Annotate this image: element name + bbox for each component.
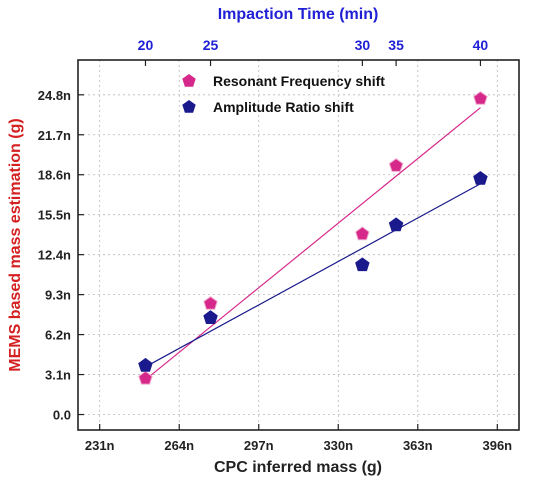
y-tick-label: 9.3n xyxy=(45,288,71,303)
legend-label-amplitude: Amplitude Ratio shift xyxy=(213,99,354,115)
y-tick-label: 3.1n xyxy=(45,368,71,383)
point-amplitude xyxy=(473,170,488,185)
y-axis: 0.0 3.1n 6.2n 9.3n 12.4n 15.5n 18.6n 21.7n 24.8n xyxy=(38,88,84,423)
y-tick-label: 21.7n xyxy=(38,128,71,143)
y-tick-label: 12.4n xyxy=(38,248,71,263)
point-resonant xyxy=(388,158,404,172)
x-tick-label: 297n xyxy=(244,438,274,453)
y-tick-label: 18.6n xyxy=(38,168,71,183)
point-resonant xyxy=(473,91,488,105)
point-resonant xyxy=(138,370,153,385)
y-tick-label: 15.5n xyxy=(38,208,71,223)
x-tick-label: 396n xyxy=(482,438,512,453)
top-tick-label: 35 xyxy=(388,37,404,53)
top-tick-label: 40 xyxy=(473,37,489,53)
x-axis: 231n 264n 297n 330n 363n 396n xyxy=(85,424,512,453)
plot-frame xyxy=(77,59,520,431)
point-amplitude xyxy=(388,217,404,232)
x-tick-label: 264n xyxy=(164,438,194,453)
y-axis-title: MEMS based mass estimation (g) xyxy=(7,118,24,371)
data-markers xyxy=(138,91,488,385)
point-amplitude xyxy=(138,357,153,372)
x-tick-label: 231n xyxy=(85,438,115,453)
point-amplitude xyxy=(355,257,370,272)
y-tick-label: 0.0 xyxy=(53,408,71,423)
point-amplitude xyxy=(203,310,218,324)
y-tick-label: 6.2n xyxy=(45,328,71,343)
point-resonant xyxy=(355,226,370,241)
legend: Resonant Frequency shift Amplitude Ratio… xyxy=(182,73,385,115)
y-tick-label: 24.8n xyxy=(38,88,71,103)
legend-marker-amplitude xyxy=(182,100,196,113)
top-axis: 20 25 30 35 40 xyxy=(138,37,489,66)
legend-label-resonant: Resonant Frequency shift xyxy=(213,73,385,89)
x-tick-label: 330n xyxy=(323,438,353,453)
x-axis-title: CPC inferred mass (g) xyxy=(214,459,382,476)
legend-marker-resonant xyxy=(182,74,196,87)
top-axis-title: Impaction Time (min) xyxy=(218,6,379,23)
grid xyxy=(78,60,519,430)
fit-lines xyxy=(145,107,481,381)
top-tick-label: 20 xyxy=(138,37,154,53)
top-tick-label: 30 xyxy=(355,37,371,53)
fit-line-resonant xyxy=(145,107,481,381)
top-tick-label: 25 xyxy=(203,37,219,53)
fit-line-amplitude xyxy=(145,183,481,368)
x-tick-label: 363n xyxy=(403,438,433,453)
point-resonant xyxy=(203,296,218,310)
